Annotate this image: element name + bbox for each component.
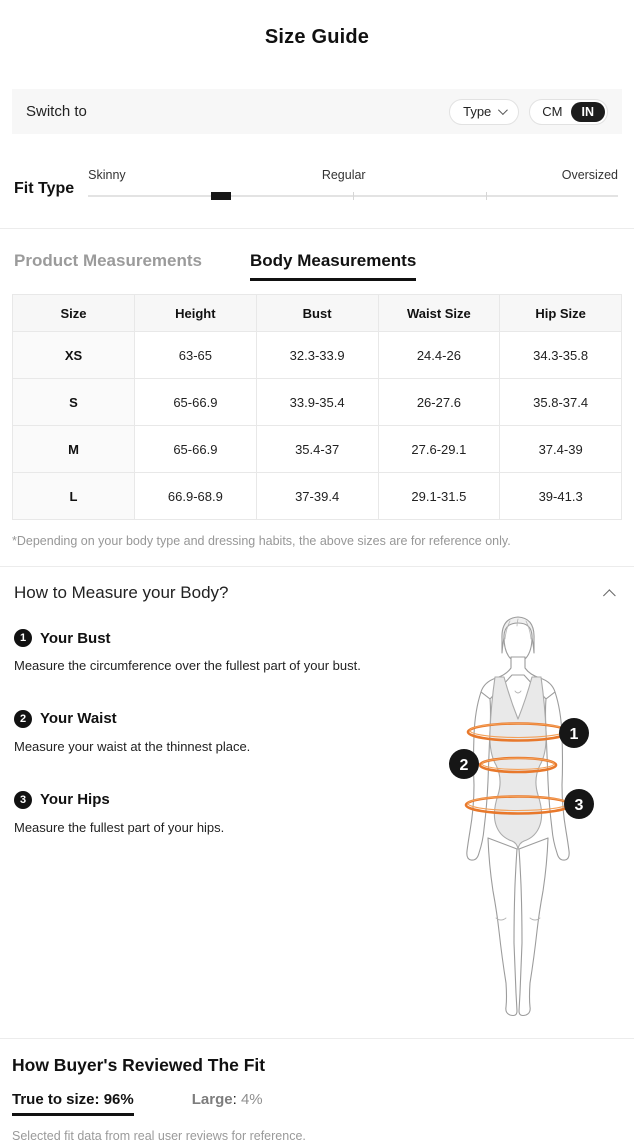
body-figure-illustration: 1 2 3 <box>449 616 594 1017</box>
measurement-cell: 65-66.9 <box>134 378 257 426</box>
table-row: L 66.9-68.9 37-39.4 29.1-31.5 39-41.3 <box>12 472 622 520</box>
divider <box>0 228 634 229</box>
measurement-cell: 24.4-26 <box>377 331 501 379</box>
stat-true-to-size[interactable]: True to size: 96% <box>12 1091 134 1116</box>
measure-item-waist: 2 Your Waist Measure your waist at the t… <box>14 709 409 757</box>
measurement-cell: 66.9-68.9 <box>134 472 257 520</box>
table-row: M 65-66.9 35.4-37 27.6-29.1 37.4-39 <box>12 425 622 473</box>
measurement-cell: 65-66.9 <box>134 425 257 473</box>
figure-badge-2 <box>449 749 479 779</box>
chevron-down-icon <box>498 105 509 116</box>
fit-review-stats: True to size: 96% Large: 4% <box>12 1091 622 1116</box>
measure-section-header[interactable]: How to Measure your Body? <box>14 583 620 603</box>
measure-item-bust: 1 Your Bust Measure the circumference ov… <box>14 629 409 676</box>
measurement-cell: 34.3-35.8 <box>499 331 622 379</box>
col-header-size: Size <box>12 294 135 332</box>
step-2-badge: 2 <box>14 709 32 728</box>
fit-type-label: Fit Type <box>14 180 75 197</box>
figure-badge-3-number: 3 <box>575 797 584 814</box>
table-row: S 65-66.9 33.9-35.4 26-27.6 35.8-37.4 <box>12 378 622 426</box>
col-header-hip: Hip Size <box>499 294 622 332</box>
size-cell: XS <box>12 331 135 379</box>
fit-track <box>88 192 618 200</box>
measurement-cell: 37.4-39 <box>499 425 622 473</box>
fit-tick-50 <box>353 192 355 200</box>
type-dropdown-label: Type <box>463 104 492 119</box>
step-3-badge: 3 <box>14 790 32 809</box>
fit-scale-regular: Regular <box>321 168 366 182</box>
figure-badge-3 <box>564 789 594 819</box>
measurement-cell: 37-39.4 <box>255 472 379 520</box>
measurement-cell: 39-41.3 <box>499 472 622 520</box>
measurement-cell: 29.1-31.5 <box>377 472 501 520</box>
measurement-cell: 35.4-37 <box>255 425 379 473</box>
measure-item-desc: Measure your waist at the thinnest place… <box>14 738 251 754</box>
unit-toggle[interactable]: CM IN <box>529 98 608 125</box>
switch-to-label: Switch to <box>26 103 87 120</box>
switch-controls: Type CM IN <box>449 98 608 125</box>
size-cell: M <box>12 425 135 473</box>
switch-bar: Switch to Type CM IN <box>12 89 622 134</box>
fit-scale-oversized: Oversized <box>561 168 618 182</box>
size-cell: S <box>12 378 135 426</box>
table-header-row: Size Height Bust Waist Size Hip Size <box>12 294 622 332</box>
measurement-cell: 35.8-37.4 <box>499 378 622 426</box>
fit-type-slider[interactable]: Skinny Regular Oversized <box>88 168 620 200</box>
measure-instructions: 1 Your Bust Measure the circumference ov… <box>14 613 418 1036</box>
body-measurement-figure: 1 2 3 <box>418 613 618 1036</box>
col-header-height: Height <box>134 294 257 332</box>
fit-scale-labels: Skinny Regular Oversized <box>88 168 618 182</box>
fit-tick-75 <box>485 192 487 200</box>
measure-item-desc: Measure the fullest part of your hips. <box>14 819 225 835</box>
size-cell: L <box>12 472 135 520</box>
measure-item-desc: Measure the circumference over the fulle… <box>14 658 361 673</box>
size-footnote: *Depending on your body type and dressin… <box>12 534 511 548</box>
measure-item-title: Your Hips <box>40 791 110 809</box>
figure-badge-2-number: 2 <box>460 757 469 774</box>
figure-badge-1-number: 1 <box>570 726 579 743</box>
tab-body-measurements[interactable]: Body Measurements <box>250 251 417 281</box>
divider <box>0 566 634 567</box>
table-row: XS 63-65 32.3-33.9 24.4-26 34.3-35.8 <box>12 331 622 379</box>
unit-option-in-selected[interactable]: IN <box>570 101 605 122</box>
measurement-tabs: Product Measurements Body Measurements <box>14 251 620 281</box>
measurement-cell: 27.6-29.1 <box>377 425 501 473</box>
col-header-waist: Waist Size <box>377 294 501 332</box>
divider <box>0 1038 634 1039</box>
col-header-bust: Bust <box>255 294 379 332</box>
step-1-badge: 1 <box>14 629 32 647</box>
buyer-review-title: How Buyer's Reviewed The Fit <box>12 1055 266 1075</box>
review-note: Selected fit data from real user reviews… <box>12 1129 306 1143</box>
stat-large[interactable]: Large: 4% <box>191 1091 263 1108</box>
measure-section-title: How to Measure your Body? <box>14 583 229 602</box>
measurement-cell: 26-27.6 <box>377 378 501 426</box>
measure-item-title: Your Bust <box>40 629 111 647</box>
fit-scale-skinny: Skinny <box>88 168 126 182</box>
type-dropdown[interactable]: Type <box>449 98 520 125</box>
measure-item-title: Your Waist <box>40 710 117 728</box>
measure-section-body: 1 Your Bust Measure the circumference ov… <box>14 613 620 1036</box>
body-measurements-table: Size Height Bust Waist Size Hip Size XS 6… <box>12 294 622 520</box>
measure-item-hips: 3 Your Hips Measure the fullest part of … <box>14 790 409 838</box>
figure-badge-1 <box>559 718 589 748</box>
measurement-cell: 63-65 <box>134 331 257 379</box>
chevron-up-icon[interactable] <box>603 588 616 602</box>
measurement-cell: 32.3-33.9 <box>255 331 379 379</box>
measurement-cell: 33.9-35.4 <box>255 378 379 426</box>
fit-type-section: Fit Type Skinny Regular Oversized <box>14 168 620 200</box>
buyer-review-section: How Buyer's Reviewed The Fit True to siz… <box>12 1055 622 1143</box>
fit-indicator-handle <box>210 192 231 200</box>
unit-option-cm[interactable]: CM <box>542 104 563 119</box>
tab-product-measurements[interactable]: Product Measurements <box>14 251 202 270</box>
page-title: Size Guide <box>264 26 370 48</box>
